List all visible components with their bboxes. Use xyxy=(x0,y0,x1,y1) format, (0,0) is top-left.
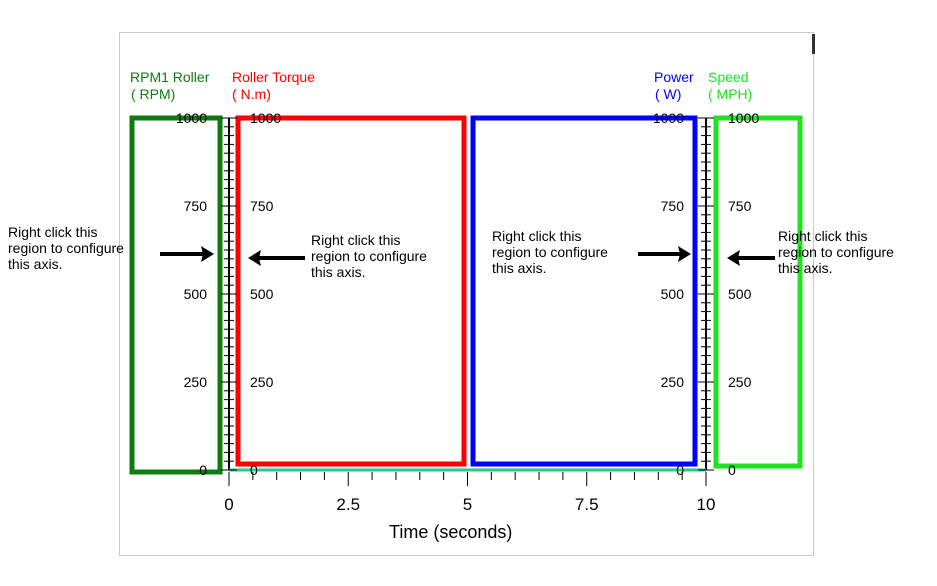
speed-axis-config-region[interactable] xyxy=(713,115,803,469)
x-tick-label: 0 xyxy=(224,495,233,514)
power-axis-tick-label: 750 xyxy=(661,198,685,214)
speed-axis-tick-label: 750 xyxy=(728,198,752,214)
rpm-axis-tick-label: 1000 xyxy=(176,110,207,126)
power-axis-tick-label: 1000 xyxy=(653,110,684,126)
annotation-line: Right click this xyxy=(311,232,401,248)
torque-axis-tick-label: 0 xyxy=(250,462,258,478)
x-tick-label: 2.5 xyxy=(336,495,360,514)
speed-axis-tick-label: 500 xyxy=(728,286,752,302)
rpm-axis-tick-label: 750 xyxy=(184,198,208,214)
x-axis-title: Time (seconds) xyxy=(389,522,513,542)
rpm-axis-unit: ( RPM) xyxy=(131,86,176,102)
annotation-speed: Right click this region to configure thi… xyxy=(778,228,894,276)
y-axis-tick-labels: 0 0 0 0 250 250 250 250 500 500 500 500 750 750 750 750… xyxy=(176,110,760,478)
speed-axis-tick-label: 0 xyxy=(728,462,736,478)
rpm-axis-tick-label: 500 xyxy=(184,286,208,302)
arrow-to-power-axis xyxy=(638,246,691,262)
rpm-axis-tick-label: 250 xyxy=(184,374,208,390)
annotation-line: this axis. xyxy=(311,264,366,280)
annotation-line: Right click this xyxy=(8,224,98,240)
torque-axis-unit: ( N.m) xyxy=(232,86,271,102)
x-tick-label: 10 xyxy=(697,495,716,514)
annotation-line: this axis. xyxy=(492,260,547,276)
rpm-axis-config-region[interactable] xyxy=(129,115,223,475)
annotation-left: Right click this region to configure thi… xyxy=(8,224,124,272)
torque-axis-tick-label: 250 xyxy=(250,374,274,390)
x-axis-ticks xyxy=(228,472,707,486)
torque-axis-title: Roller Torque xyxy=(232,69,316,85)
annotation-line: Right click this xyxy=(492,228,582,244)
rpm-axis-title: RPM1 Roller xyxy=(130,69,210,85)
speed-axis-unit: ( MPH) xyxy=(708,86,753,102)
annotation-line: region to configure xyxy=(311,248,427,264)
power-axis-tick-label: 500 xyxy=(661,286,685,302)
annotation-line: region to configure xyxy=(492,244,608,260)
rpm-axis-tick-label: 0 xyxy=(199,462,207,478)
annotation-line: this axis. xyxy=(778,260,833,276)
annotation-line: Right click this xyxy=(778,228,868,244)
power-axis-title: Power xyxy=(654,69,694,85)
speed-axis-title: Speed xyxy=(708,69,749,85)
speed-axis-tick-label: 250 xyxy=(728,374,752,390)
annotation-line: region to configure xyxy=(8,240,124,256)
annotation-torque: Right click this region to configure thi… xyxy=(311,232,427,280)
torque-axis-tick-label: 1000 xyxy=(250,110,281,126)
torque-axis-config-region[interactable] xyxy=(235,115,467,467)
power-axis-tick-label: 250 xyxy=(661,374,685,390)
torque-axis-tick-label: 750 xyxy=(250,198,274,214)
window-edge-marker xyxy=(812,34,815,54)
x-tick-label: 5 xyxy=(463,495,472,514)
power-axis-unit: ( W) xyxy=(655,86,682,102)
arrow-to-torque-axis xyxy=(248,250,305,266)
power-axis-tick-label: 0 xyxy=(676,462,684,478)
arrow-to-speed-axis xyxy=(727,250,775,266)
right-y-axis-ticks xyxy=(698,117,714,471)
annotation-line: region to configure xyxy=(778,244,894,260)
torque-axis-tick-label: 500 xyxy=(250,286,274,302)
x-axis-tick-labels: 0 2.5 5 7.5 10 xyxy=(224,495,715,514)
annotation-power: Right click this region to configure thi… xyxy=(492,228,608,276)
speed-axis-tick-label: 1000 xyxy=(728,110,759,126)
power-axis-config-region[interactable] xyxy=(470,115,698,467)
arrow-to-rpm-axis xyxy=(160,246,214,262)
x-tick-label: 7.5 xyxy=(575,495,599,514)
annotation-line: this axis. xyxy=(8,256,63,272)
left-y-axis-ticks xyxy=(221,117,237,471)
